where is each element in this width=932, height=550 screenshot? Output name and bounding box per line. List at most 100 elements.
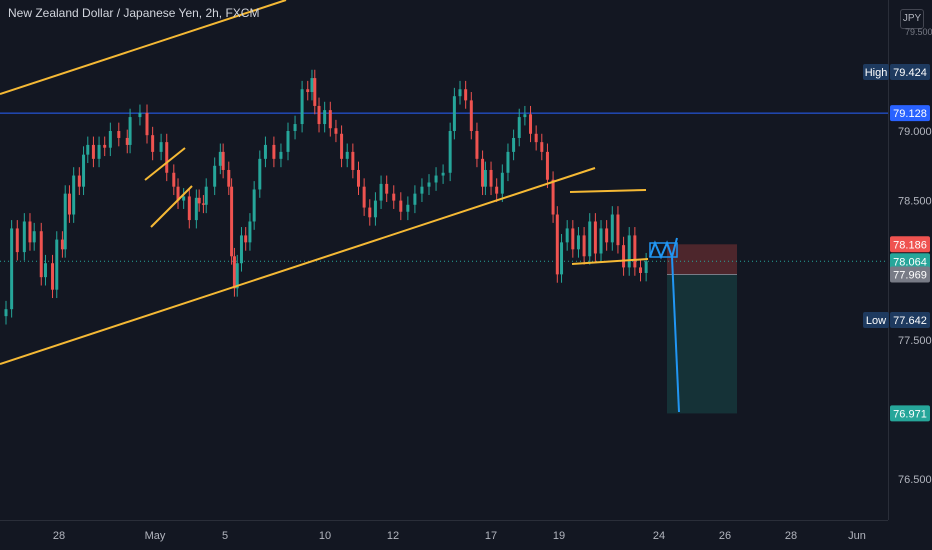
candle-body [506, 151, 510, 173]
candle-body [43, 263, 47, 278]
candle-body [201, 203, 205, 205]
candle-body [232, 256, 236, 289]
candle-body [483, 169, 487, 187]
price-label-value: 79.424 [893, 67, 927, 79]
candle-body [512, 137, 516, 152]
candle-body [60, 239, 64, 250]
flag-trendline-upper [144, 147, 186, 181]
candle-body [86, 144, 90, 155]
price-label-value: 76.971 [893, 408, 927, 420]
price-label-box [890, 312, 930, 329]
candle-body [576, 235, 580, 250]
candle-body [362, 186, 366, 208]
price-label-value: 78.064 [893, 256, 927, 268]
candle-body [469, 100, 473, 131]
candle-body [334, 128, 338, 134]
candle-body [117, 131, 121, 138]
y-tick-label: 77.500 [898, 335, 932, 347]
lower-channel-trendline [0, 167, 596, 365]
price-label-value: 77.642 [893, 315, 927, 327]
candle-body [373, 200, 377, 218]
candle-body [622, 245, 626, 268]
price-label-stop: 78.186 [890, 236, 930, 253]
price-label-box [890, 405, 930, 422]
price-tag-label: Low [866, 315, 886, 327]
candle-body [252, 189, 256, 222]
candle-body [218, 151, 222, 166]
candle-body [67, 193, 71, 215]
candle-body [555, 214, 559, 275]
range-top-line [569, 189, 647, 193]
chart-title: New Zealand Dollar / Japanese Yen, 2h, F… [8, 6, 260, 20]
candle-body [599, 228, 603, 254]
candle-body [582, 235, 586, 257]
candle-body [239, 235, 243, 264]
candle-body [644, 261, 648, 273]
price-label-last: 78.064 [890, 253, 930, 270]
candle-body [300, 89, 304, 125]
partial-price-tick: 79.500 [905, 27, 932, 37]
candle-body [151, 135, 155, 152]
candle-body [28, 221, 32, 243]
price-label-box [890, 236, 930, 253]
candle-body [97, 144, 101, 159]
candle-body [392, 193, 396, 201]
candle-body [458, 89, 462, 97]
upper-channel-trendline [0, 0, 287, 95]
candle-body [145, 112, 149, 136]
candle-body [176, 186, 180, 201]
x-tick-label: May [145, 530, 166, 542]
currency-badge[interactable]: JPY [900, 9, 924, 29]
candle-body [272, 144, 276, 159]
candle-body [286, 131, 290, 152]
candle-body [310, 78, 314, 93]
candle-body [475, 131, 479, 159]
y-tick-label: 78.500 [898, 196, 932, 208]
candle-body [452, 96, 456, 131]
candle-body [279, 151, 283, 159]
candle-body [500, 172, 504, 194]
pattern-zigzag [649, 237, 678, 261]
price-label-box [890, 253, 930, 270]
candle-body [545, 151, 549, 180]
candle-body [55, 239, 59, 290]
candle-body [593, 221, 597, 254]
candle-body [244, 235, 248, 243]
x-tick-label: 26 [719, 530, 731, 542]
candle-body [328, 110, 332, 129]
candle-body [165, 142, 169, 173]
candle-body [551, 179, 555, 215]
candle-body [159, 142, 163, 152]
candle-body [32, 231, 36, 243]
price-label-high: 79.424 High [863, 63, 930, 80]
pattern-box [649, 242, 678, 258]
candle-body [340, 133, 344, 159]
candle-body [204, 186, 208, 205]
candle-body [588, 221, 592, 257]
range-bottom-line [571, 258, 649, 265]
candle-body [605, 228, 609, 243]
candle-body [481, 158, 485, 187]
candle-body [351, 151, 355, 170]
candle-body [420, 186, 424, 194]
projection-arrow [671, 256, 680, 413]
candle-body [227, 169, 231, 187]
candle-body [633, 235, 637, 268]
candle-body [51, 263, 55, 290]
candle-body [82, 154, 86, 187]
price-label-box [890, 63, 930, 80]
candle-body [448, 131, 452, 173]
candle-body [194, 197, 198, 221]
candles-group [4, 69, 648, 325]
candle-body [495, 186, 499, 194]
candle-body [323, 110, 327, 125]
candle-body [427, 182, 431, 187]
candle-body [108, 131, 112, 148]
candle-body [523, 114, 527, 118]
candle-body [10, 228, 14, 310]
y-tick-label: 76.500 [898, 474, 932, 486]
candle-body [529, 114, 533, 134]
candle-body [128, 117, 132, 145]
stop-loss-zone [667, 244, 737, 275]
